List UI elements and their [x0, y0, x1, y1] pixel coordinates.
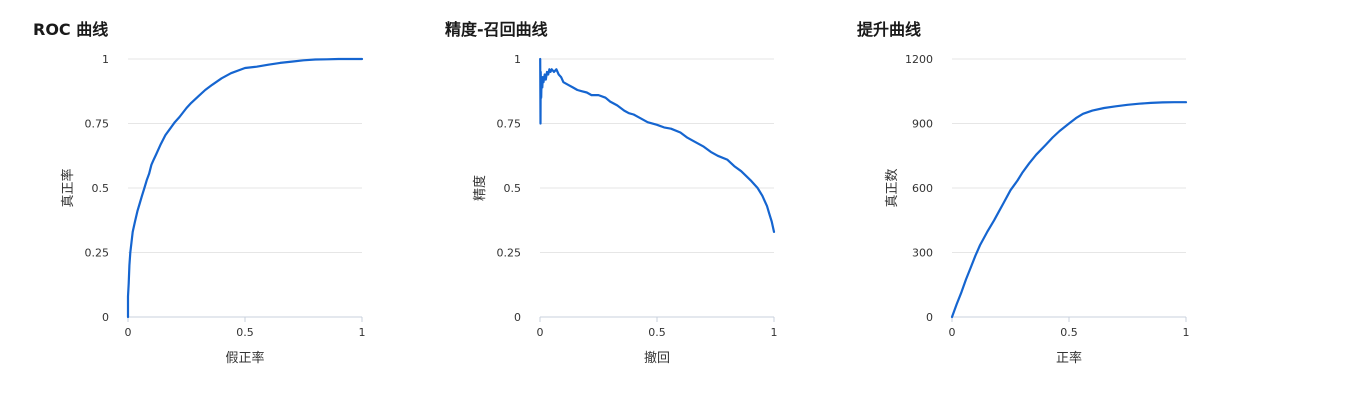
pr-y-tick-label: 0 [514, 311, 521, 324]
roc-curve-line [126, 57, 364, 319]
lift-y-tick-label: 1200 [905, 53, 933, 66]
roc-x-tick-label: 0.5 [236, 326, 254, 339]
lift-y-tick-label: 300 [912, 247, 933, 260]
roc-y-tick-label: 0.25 [85, 247, 110, 260]
pr-y-axis-label: 精度 [472, 175, 488, 201]
lift-x-tick-label: 1 [1183, 326, 1190, 339]
lift-curve-line [950, 101, 1188, 319]
lift-x-tick-label: 0.5 [1060, 326, 1078, 339]
pr-y-tick-label: 0.25 [497, 247, 522, 260]
roc-x-axis-label: 假正率 [225, 350, 264, 366]
pr-y-tick-label: 0.5 [504, 182, 522, 195]
pr-chart: 0 0.25 0.5 0.75 1 0 0.5 1 撤回 精度 [472, 53, 778, 366]
lift-x-axis-label: 正率 [1056, 350, 1082, 366]
roc-chart-panel: ROC 曲线 0 0.25 0.5 0.75 1 0 0.5 1 假正率 真正率 [0, 0, 400, 412]
pr-x-axis-label: 撤回 [644, 350, 670, 366]
roc-y-tick-label: 0.5 [92, 182, 110, 195]
lift-chart: 0 300 600 900 1200 0 0.5 1 正率 真正数 [885, 53, 1190, 366]
roc-y-axis-label: 真正率 [60, 168, 76, 207]
lift-y-tick-label: 600 [912, 182, 933, 195]
pr-chart-title: 精度-召回曲线 [445, 20, 548, 39]
roc-x-tick-label: 1 [359, 326, 366, 339]
pr-y-tick-label: 1 [514, 53, 521, 66]
pr-y-tick-label: 0.75 [497, 118, 522, 131]
lift-x-tick-label: 0 [949, 326, 956, 339]
pr-x-tick-label: 0.5 [648, 326, 666, 339]
lift-chart-panel: 提升曲线 0 300 600 900 1200 0 0.5 1 正率 真正数 [824, 0, 1224, 412]
roc-x-tick-label: 0 [125, 326, 132, 339]
roc-y-tick-label: 1 [102, 53, 109, 66]
roc-chart: 0 0.25 0.5 0.75 1 0 0.5 1 假正率 真正率 [60, 53, 366, 366]
roc-chart-title: ROC 曲线 [33, 20, 109, 39]
pr-chart-panel: 精度-召回曲线 0 0.25 0.5 0.75 1 0 0.5 1 撤回 精度 [412, 0, 812, 412]
lift-chart-title: 提升曲线 [857, 20, 922, 39]
lift-y-tick-label: 900 [912, 118, 933, 131]
pr-x-tick-label: 1 [771, 326, 778, 339]
lift-y-axis-label: 真正数 [885, 168, 900, 207]
roc-y-tick-label: 0 [102, 311, 109, 324]
pr-curve-line [539, 57, 776, 233]
lift-y-tick-label: 0 [926, 311, 933, 324]
roc-y-tick-label: 0.75 [85, 118, 110, 131]
pr-x-tick-label: 0 [537, 326, 544, 339]
